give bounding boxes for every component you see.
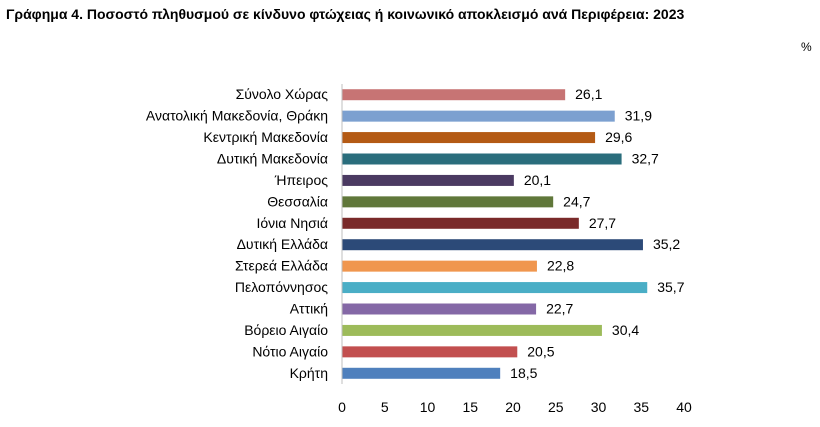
category-label: Κρήτη	[290, 365, 328, 381]
bar	[342, 239, 643, 251]
bar	[342, 110, 615, 122]
category-label: Ιόνια Νησιά	[256, 215, 328, 231]
bar	[342, 367, 501, 379]
category-label: Στερεά Ελλάδα	[235, 258, 328, 274]
unit-label: %	[801, 40, 812, 54]
x-tick-label: 30	[591, 399, 607, 415]
bar	[342, 132, 596, 144]
data-label: 22,8	[547, 258, 574, 274]
x-tick-label: 5	[381, 399, 389, 415]
category-label: Ήπειρος	[274, 172, 328, 188]
bar	[342, 324, 602, 336]
chart-title: Γράφημα 4. Ποσοστό πληθυσμού σε κίνδυνο …	[6, 6, 685, 22]
category-label: Σύνολο Χώρας	[236, 86, 329, 102]
category-label: Πελοπόννησος	[235, 279, 328, 295]
data-label: 20,5	[527, 343, 554, 359]
data-label: 26,1	[575, 86, 602, 102]
data-label: 32,7	[632, 151, 659, 167]
category-label: Δυτική Ελλάδα	[237, 236, 328, 252]
category-label: Βόρειο Αιγαίο	[244, 322, 328, 338]
data-label: 35,7	[657, 279, 684, 295]
data-label: 30,4	[612, 322, 639, 338]
category-label: Θεσσαλία	[267, 193, 328, 209]
data-label: 29,6	[605, 129, 632, 145]
bar	[342, 346, 518, 358]
category-label: Δυτική Μακεδονία	[217, 151, 328, 167]
category-label: Αττική	[290, 301, 328, 317]
bar	[342, 303, 537, 315]
category-label: Κεντρική Μακεδονία	[203, 129, 328, 145]
bar	[342, 174, 514, 186]
x-tick-label: 40	[676, 399, 692, 415]
x-tick-label: 25	[548, 399, 564, 415]
data-label: 24,7	[563, 193, 590, 209]
bar	[342, 196, 554, 208]
data-label: 27,7	[589, 215, 616, 231]
x-tick-label: 15	[462, 399, 478, 415]
data-label: 35,2	[653, 236, 680, 252]
bar	[342, 260, 537, 272]
x-tick-label: 20	[505, 399, 521, 415]
x-tick-label: 35	[633, 399, 649, 415]
bar	[342, 217, 579, 229]
category-label: Νότιο Αιγαίο	[252, 343, 328, 359]
data-label: 18,5	[510, 365, 537, 381]
data-label: 22,7	[546, 301, 573, 317]
bar	[342, 282, 648, 294]
data-label: 20,1	[524, 172, 551, 188]
data-label: 31,9	[625, 108, 652, 124]
bar	[342, 89, 566, 101]
bar	[342, 153, 622, 165]
x-tick-label: 0	[338, 399, 346, 415]
category-label: Ανατολική Μακεδονία, Θράκη	[146, 108, 328, 124]
x-tick-label: 10	[420, 399, 436, 415]
